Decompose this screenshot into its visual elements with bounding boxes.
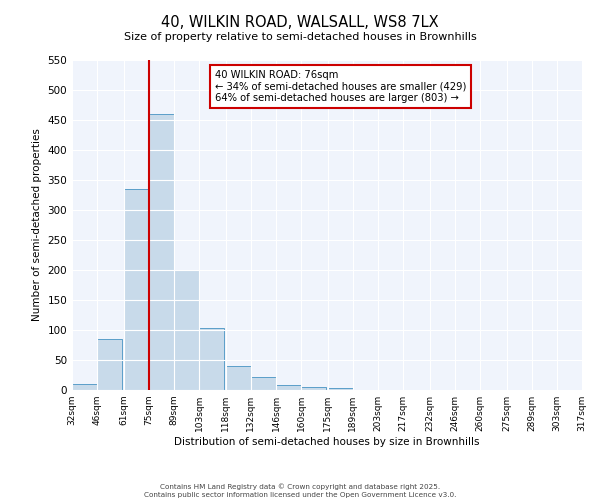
Bar: [226, 366, 251, 390]
Bar: [301, 387, 326, 390]
Bar: [328, 388, 353, 390]
Text: 40 WILKIN ROAD: 76sqm
← 34% of semi-detached houses are smaller (429)
64% of sem: 40 WILKIN ROAD: 76sqm ← 34% of semi-deta…: [215, 70, 466, 103]
Text: Size of property relative to semi-detached houses in Brownhills: Size of property relative to semi-detach…: [124, 32, 476, 42]
Bar: [149, 114, 174, 390]
Bar: [72, 384, 97, 390]
Bar: [124, 189, 149, 390]
Bar: [97, 339, 122, 390]
Bar: [276, 385, 301, 390]
Text: Contains HM Land Registry data © Crown copyright and database right 2025.
Contai: Contains HM Land Registry data © Crown c…: [144, 484, 456, 498]
Bar: [251, 377, 276, 390]
Text: 40, WILKIN ROAD, WALSALL, WS8 7LX: 40, WILKIN ROAD, WALSALL, WS8 7LX: [161, 15, 439, 30]
X-axis label: Distribution of semi-detached houses by size in Brownhills: Distribution of semi-detached houses by …: [174, 437, 480, 447]
Bar: [199, 328, 224, 390]
Y-axis label: Number of semi-detached properties: Number of semi-detached properties: [32, 128, 42, 322]
Bar: [174, 270, 199, 390]
